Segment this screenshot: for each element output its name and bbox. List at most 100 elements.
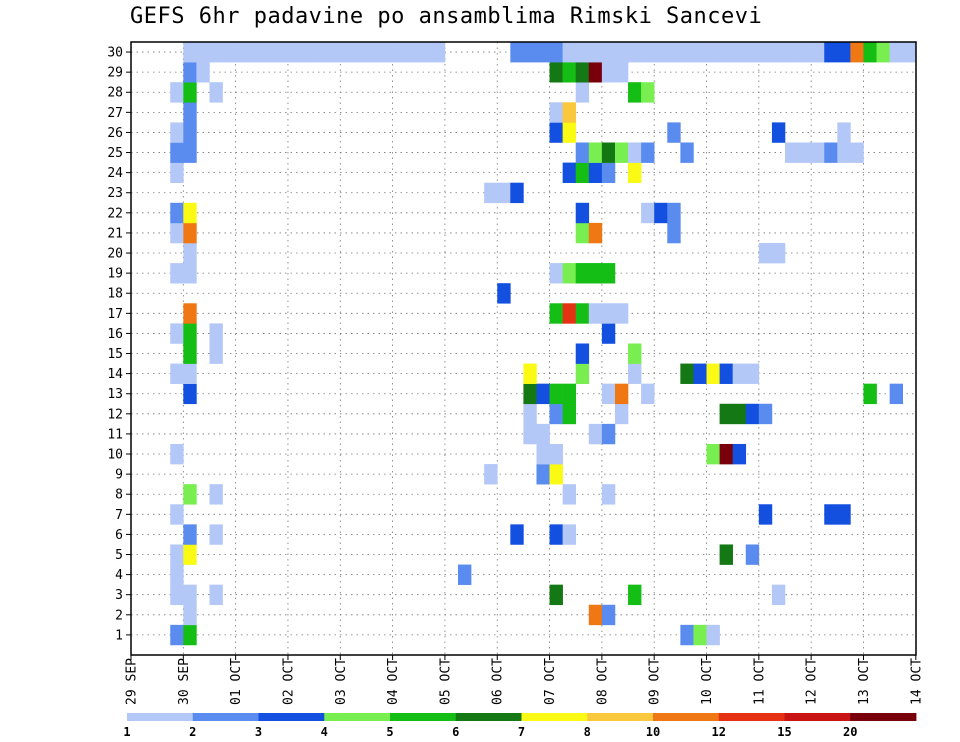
heatmap-cell [183,544,197,565]
heatmap-cell [641,82,655,103]
legend-label: 12 [712,725,726,739]
heatmap-cell [183,484,197,505]
heatmap-cell [575,62,590,83]
heatmap-cell [719,443,733,465]
y-tick-label: 16 [107,327,123,342]
heatmap-cell [732,403,747,425]
heatmap-cell [170,82,184,103]
heatmap-cell [771,584,786,606]
heatmap-cell [183,142,197,163]
heatmap-cell [235,42,250,63]
heatmap-cell [588,42,603,63]
heatmap-cell [614,303,629,324]
heatmap-cell [588,62,603,83]
heatmap-cell [771,42,786,63]
heatmap-cell [628,42,642,63]
heatmap-cell [614,142,629,163]
heatmap-cell [523,42,537,63]
heatmap-cell [719,363,733,384]
heatmap-cell [183,383,197,405]
heatmap-cell [588,263,603,284]
heatmap-cell [523,383,537,405]
heatmap-cell [706,443,720,465]
heatmap-cell [170,142,184,163]
heatmap-cell [562,102,577,123]
y-tick-label: 11 [107,427,123,442]
heatmap-cell [785,42,799,63]
heatmap-cell [758,403,773,425]
heatmap-cell [183,524,197,545]
y-tick-label: 12 [107,407,123,422]
heatmap-cell [536,42,550,63]
heatmap-cell [510,42,524,63]
heatmap-cell [575,202,590,224]
y-tick-label: 1 [115,628,123,643]
y-tick-label: 13 [107,387,123,402]
legend-label: 1 [123,725,130,739]
chart-title: GEFS 6hr padavine po ansamblima Rimski S… [130,4,763,29]
legend-label: 8 [584,725,591,739]
axes-layer: 1234567891011121314151617181920212223242… [107,46,924,705]
x-tick-label: 10 OCT [700,658,715,705]
heatmap-cell [196,42,210,63]
heatmap-cell [562,303,577,324]
heatmap-cell [575,82,590,103]
heatmap-cell [536,383,550,405]
heatmap-cell [628,343,642,364]
heatmap-cell [588,423,603,445]
heatmap-cell [209,343,223,364]
legend-swatch [850,713,917,721]
x-tick-label: 02 OCT [281,658,296,705]
heatmap-cell [837,142,851,163]
heatmap-cell [628,82,642,103]
heatmap-cell [510,524,524,545]
legend-label: 4 [321,725,328,739]
heatmap-cell [523,363,537,384]
heatmap-cell [614,383,629,405]
heatmap-cell [536,464,550,485]
heatmap-cell [170,504,184,525]
heatmap-cell [549,383,563,405]
heatmap-cell [183,122,197,143]
heatmap-cell [601,604,616,626]
legend-swatch [718,713,785,721]
heatmap-cell [719,42,733,63]
legend-label: 10 [646,725,660,739]
heatmap-cell [562,263,577,284]
heatmap-cell [837,42,851,63]
heatmap-cell [183,343,197,364]
heatmap-cell [758,42,773,63]
heatmap-cell [183,323,197,344]
grid-layer [130,42,917,655]
legend-swatch [258,713,325,721]
heatmap-cell [549,102,563,123]
heatmap-cell [876,42,890,63]
y-tick-label: 14 [107,367,123,382]
heatmap-cell [549,263,563,284]
heatmap-cell [601,263,616,284]
heatmap-cell [811,142,825,163]
heatmap-cell [340,42,354,63]
heatmap-cell [601,303,616,324]
heatmap-cell [706,624,720,646]
legend-swatch [653,713,720,721]
heatmap-cell [798,42,812,63]
heatmap-cell [680,624,694,646]
y-tick-label: 9 [115,468,123,483]
heatmap-cell [732,42,747,63]
heatmap-cell [183,604,197,626]
heatmap-cell [170,122,184,143]
heatmap-cell [183,303,197,324]
heatmap-cell [680,42,694,63]
legend-label: 6 [452,725,459,739]
heatmap-cell [222,42,236,63]
heatmap-cell [902,42,917,63]
heatmap-cell [183,202,197,224]
heatmap-cell [484,464,498,485]
x-tick-label: 04 OCT [386,658,401,705]
y-tick-label: 24 [107,166,123,181]
heatmap-cell [680,142,694,163]
heatmap-cell [837,504,851,525]
heatmap-cell [209,323,223,344]
